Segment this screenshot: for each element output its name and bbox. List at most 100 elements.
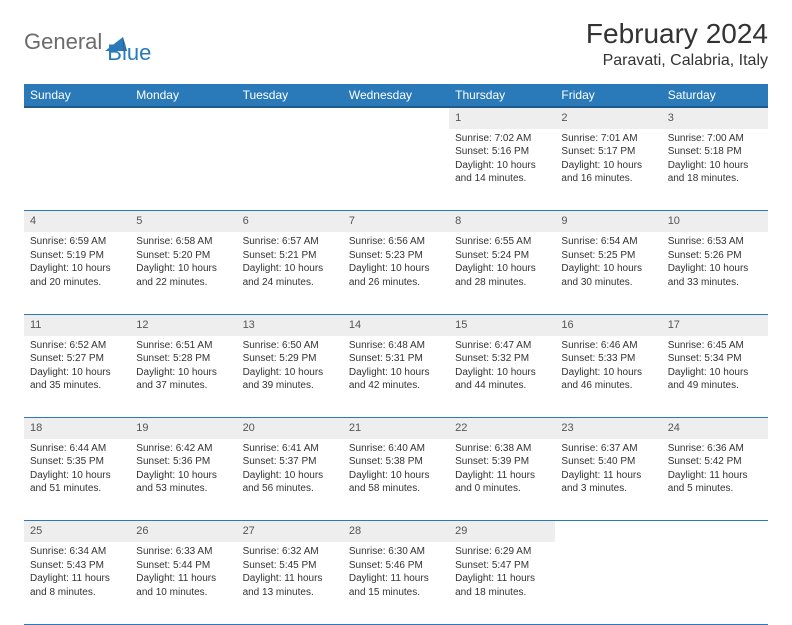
day-details-cell: Sunrise: 6:54 AMSunset: 5:25 PMDaylight:… [555, 232, 661, 314]
day-number: 6 [243, 215, 249, 227]
col-sunday: Sunday [24, 84, 130, 107]
sunrise-text: Sunrise: 6:36 AM [668, 442, 762, 456]
daylight-text: Daylight: 10 hours and 42 minutes. [349, 366, 443, 393]
sunrise-text: Sunrise: 6:33 AM [136, 545, 230, 559]
day-number: 3 [668, 112, 674, 124]
day-number-cell: 24 [662, 418, 768, 439]
daylight-text: Daylight: 10 hours and 39 minutes. [243, 366, 337, 393]
day-details-cell: Sunrise: 6:36 AMSunset: 5:42 PMDaylight:… [662, 439, 768, 521]
sunset-text: Sunset: 5:40 PM [561, 455, 655, 469]
sunrise-text: Sunrise: 7:02 AM [455, 132, 549, 146]
day-details-cell: Sunrise: 6:47 AMSunset: 5:32 PMDaylight:… [449, 336, 555, 418]
sunrise-text: Sunrise: 6:42 AM [136, 442, 230, 456]
day-number: 14 [349, 319, 361, 331]
day-number-cell: 6 [237, 211, 343, 232]
day-number: 17 [668, 319, 680, 331]
sunrise-text: Sunrise: 6:32 AM [243, 545, 337, 559]
sunset-text: Sunset: 5:26 PM [668, 249, 762, 263]
day-details-cell: Sunrise: 7:02 AMSunset: 5:16 PMDaylight:… [449, 129, 555, 211]
logo: General Blue [24, 18, 151, 66]
daylight-text: Daylight: 10 hours and 56 minutes. [243, 469, 337, 496]
sunrise-text: Sunrise: 6:41 AM [243, 442, 337, 456]
sunset-text: Sunset: 5:20 PM [136, 249, 230, 263]
day-number: 27 [243, 525, 255, 537]
day-number-cell: 1 [449, 107, 555, 129]
day-details-cell: Sunrise: 7:00 AMSunset: 5:18 PMDaylight:… [662, 129, 768, 211]
day-number: 25 [30, 525, 42, 537]
daylight-text: Daylight: 11 hours and 5 minutes. [668, 469, 762, 496]
sunrise-text: Sunrise: 6:54 AM [561, 235, 655, 249]
sunrise-text: Sunrise: 6:29 AM [455, 545, 549, 559]
day-number-cell [662, 521, 768, 542]
daylight-text: Daylight: 10 hours and 28 minutes. [455, 262, 549, 289]
day-details-cell: Sunrise: 6:50 AMSunset: 5:29 PMDaylight:… [237, 336, 343, 418]
col-friday: Friday [555, 84, 661, 107]
daylight-text: Daylight: 10 hours and 33 minutes. [668, 262, 762, 289]
sunrise-text: Sunrise: 6:34 AM [30, 545, 124, 559]
sunrise-text: Sunrise: 6:44 AM [30, 442, 124, 456]
sunrise-text: Sunrise: 7:01 AM [561, 132, 655, 146]
sunrise-text: Sunrise: 6:45 AM [668, 339, 762, 353]
day-number: 26 [136, 525, 148, 537]
col-monday: Monday [130, 84, 236, 107]
day-number: 19 [136, 422, 148, 434]
col-wednesday: Wednesday [343, 84, 449, 107]
sunrise-text: Sunrise: 7:00 AM [668, 132, 762, 146]
day-details-cell: Sunrise: 6:52 AMSunset: 5:27 PMDaylight:… [24, 336, 130, 418]
day-number: 1 [455, 112, 461, 124]
day-number: 22 [455, 422, 467, 434]
sunset-text: Sunset: 5:18 PM [668, 145, 762, 159]
day-details-cell: Sunrise: 6:41 AMSunset: 5:37 PMDaylight:… [237, 439, 343, 521]
daylight-text: Daylight: 10 hours and 58 minutes. [349, 469, 443, 496]
sunset-text: Sunset: 5:19 PM [30, 249, 124, 263]
sunrise-text: Sunrise: 6:47 AM [455, 339, 549, 353]
sunset-text: Sunset: 5:36 PM [136, 455, 230, 469]
logo-word-2: Blue [107, 40, 151, 66]
sunrise-text: Sunrise: 6:53 AM [668, 235, 762, 249]
day-number: 29 [455, 525, 467, 537]
sunset-text: Sunset: 5:24 PM [455, 249, 549, 263]
sunset-text: Sunset: 5:21 PM [243, 249, 337, 263]
day-number: 13 [243, 319, 255, 331]
sunrise-text: Sunrise: 6:51 AM [136, 339, 230, 353]
day-details-cell: Sunrise: 7:01 AMSunset: 5:17 PMDaylight:… [555, 129, 661, 211]
daynum-row: 2526272829 [24, 521, 768, 542]
day-details-cell: Sunrise: 6:37 AMSunset: 5:40 PMDaylight:… [555, 439, 661, 521]
sunrise-text: Sunrise: 6:55 AM [455, 235, 549, 249]
day-number-cell: 29 [449, 521, 555, 542]
daylight-text: Daylight: 10 hours and 53 minutes. [136, 469, 230, 496]
day-number-cell: 8 [449, 211, 555, 232]
sunrise-text: Sunrise: 6:50 AM [243, 339, 337, 353]
day-details-cell: Sunrise: 6:58 AMSunset: 5:20 PMDaylight:… [130, 232, 236, 314]
sunset-text: Sunset: 5:43 PM [30, 559, 124, 573]
sunrise-text: Sunrise: 6:37 AM [561, 442, 655, 456]
daylight-text: Daylight: 10 hours and 35 minutes. [30, 366, 124, 393]
day-details-cell: Sunrise: 6:45 AMSunset: 5:34 PMDaylight:… [662, 336, 768, 418]
day-number-cell: 11 [24, 314, 130, 335]
day-details-cell: Sunrise: 6:38 AMSunset: 5:39 PMDaylight:… [449, 439, 555, 521]
sunrise-text: Sunrise: 6:40 AM [349, 442, 443, 456]
logo-word-1: General [24, 29, 102, 55]
sunrise-text: Sunrise: 6:46 AM [561, 339, 655, 353]
day-number-cell: 5 [130, 211, 236, 232]
sunrise-text: Sunrise: 6:56 AM [349, 235, 443, 249]
details-row: Sunrise: 7:02 AMSunset: 5:16 PMDaylight:… [24, 129, 768, 211]
title-block: February 2024 Paravati, Calabria, Italy [586, 18, 768, 70]
day-number-cell: 20 [237, 418, 343, 439]
sunset-text: Sunset: 5:47 PM [455, 559, 549, 573]
sunset-text: Sunset: 5:29 PM [243, 352, 337, 366]
day-details-cell [237, 129, 343, 211]
daylight-text: Daylight: 11 hours and 8 minutes. [30, 572, 124, 599]
sunrise-text: Sunrise: 6:38 AM [455, 442, 549, 456]
day-number-cell: 22 [449, 418, 555, 439]
daynum-row: 18192021222324 [24, 418, 768, 439]
sunrise-text: Sunrise: 6:59 AM [30, 235, 124, 249]
day-number: 15 [455, 319, 467, 331]
day-number-cell: 21 [343, 418, 449, 439]
day-number-cell: 3 [662, 107, 768, 129]
daylight-text: Daylight: 10 hours and 51 minutes. [30, 469, 124, 496]
col-thursday: Thursday [449, 84, 555, 107]
calendar-table: Sunday Monday Tuesday Wednesday Thursday… [24, 84, 768, 625]
sunset-text: Sunset: 5:35 PM [30, 455, 124, 469]
daylight-text: Daylight: 10 hours and 14 minutes. [455, 159, 549, 186]
